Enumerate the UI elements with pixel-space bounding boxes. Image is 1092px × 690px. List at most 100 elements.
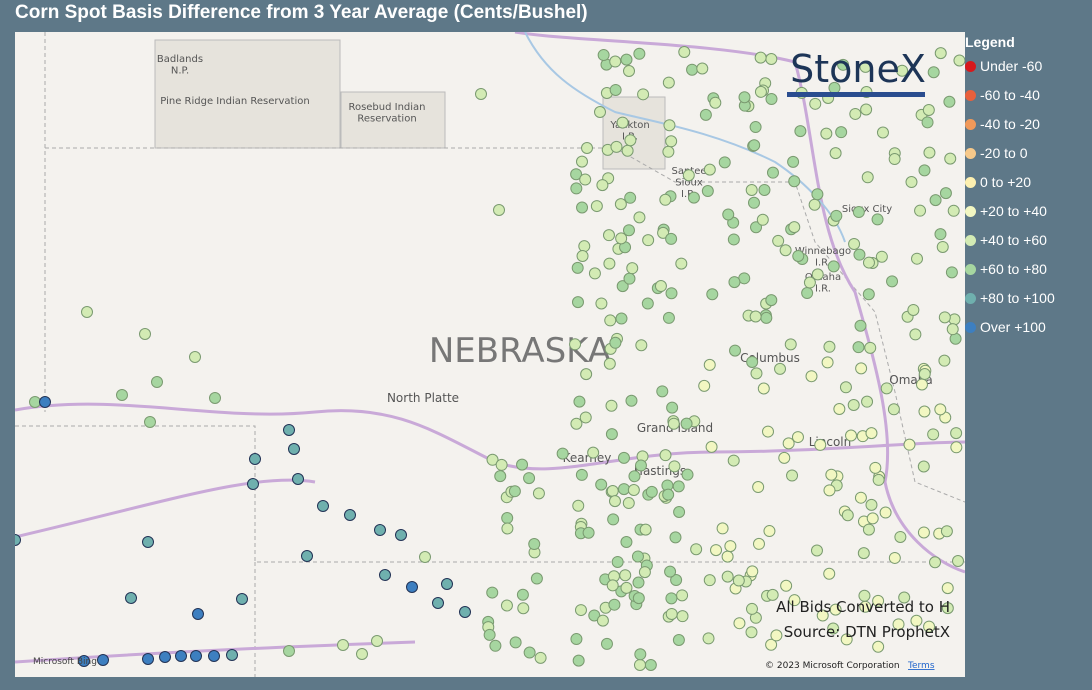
bid-dot[interactable] (645, 485, 658, 498)
bid-dot[interactable] (609, 336, 622, 349)
bid-dot[interactable] (747, 196, 760, 209)
bid-dot[interactable] (495, 458, 508, 471)
bid-dot[interactable] (698, 379, 711, 392)
bid-dot[interactable] (733, 617, 746, 630)
bid-dot[interactable] (706, 288, 719, 301)
bid-dot[interactable] (283, 424, 295, 436)
bid-dot[interactable] (794, 125, 807, 138)
bid-dot[interactable] (721, 550, 734, 563)
bid-dot[interactable] (633, 658, 646, 671)
bid-dot[interactable] (746, 565, 759, 578)
bid-dot[interactable] (283, 645, 295, 657)
bid-dot[interactable] (716, 522, 729, 535)
bid-dot[interactable] (784, 338, 797, 351)
bid-dot[interactable] (595, 297, 608, 310)
bid-dot[interactable] (620, 535, 633, 548)
bid-dot[interactable] (475, 88, 487, 100)
bid-dot[interactable] (633, 47, 646, 60)
legend-item[interactable]: +80 to +100 (965, 290, 1055, 306)
bid-dot[interactable] (596, 614, 609, 627)
bid-dot[interactable] (337, 639, 349, 651)
bid-dot[interactable] (672, 480, 685, 493)
bid-dot[interactable] (523, 646, 536, 659)
bid-dot[interactable] (748, 139, 761, 152)
bid-dot[interactable] (665, 287, 678, 300)
bid-dot[interactable] (788, 221, 801, 234)
bid-dot[interactable] (821, 356, 834, 369)
bid-dot[interactable] (865, 427, 878, 440)
bid-dot[interactable] (852, 206, 865, 219)
bid-dot[interactable] (808, 198, 821, 211)
bid-dot[interactable] (703, 574, 716, 587)
bid-dot[interactable] (923, 146, 936, 159)
bid-dot[interactable] (907, 303, 920, 316)
bid-dot[interactable] (573, 395, 586, 408)
bid-dot[interactable] (862, 288, 875, 301)
bid-dot[interactable] (609, 83, 622, 96)
bid-dot[interactable] (642, 234, 655, 247)
bid-dot[interactable] (615, 312, 628, 325)
bid-dot[interactable] (872, 594, 885, 607)
bid-dot[interactable] (825, 468, 838, 481)
bid-dot[interactable] (620, 53, 633, 66)
bid-dot[interactable] (356, 648, 368, 660)
bid-dot[interactable] (687, 191, 700, 204)
bid-dot[interactable] (752, 481, 765, 494)
bid-dot[interactable] (839, 381, 852, 394)
bid-dot[interactable] (862, 523, 875, 536)
legend-item[interactable]: 0 to +20 (965, 174, 1031, 190)
bid-dot[interactable] (686, 63, 699, 76)
bid-dot[interactable] (379, 569, 391, 581)
bid-dot[interactable] (638, 566, 651, 579)
bid-dot[interactable] (766, 588, 779, 601)
bid-dot[interactable] (788, 175, 801, 188)
bid-dot[interactable] (728, 276, 741, 289)
legend-item[interactable]: Under -60 (965, 58, 1042, 74)
bid-dot[interactable] (676, 610, 689, 623)
terms-link[interactable]: Terms (907, 661, 935, 671)
bid-dot[interactable] (556, 447, 569, 460)
bid-dot[interactable] (615, 232, 628, 245)
bid-dot[interactable] (921, 116, 934, 129)
bid-dot[interactable] (635, 339, 648, 352)
bid-dot[interactable] (662, 145, 675, 158)
bid-dot[interactable] (946, 323, 959, 336)
legend-item[interactable]: -60 to -40 (965, 87, 1040, 103)
bid-dot[interactable] (608, 598, 621, 611)
bid-dot[interactable] (914, 204, 927, 217)
bid-dot[interactable] (854, 491, 867, 504)
bid-dot[interactable] (190, 650, 202, 662)
bid-dot[interactable] (581, 142, 593, 154)
bid-dot[interactable] (848, 237, 861, 250)
bid-dot[interactable] (15, 534, 21, 546)
bid-dot[interactable] (763, 525, 776, 538)
bid-dot[interactable] (827, 622, 840, 635)
bid-dot[interactable] (947, 204, 960, 217)
bid-dot[interactable] (621, 144, 634, 157)
bid-dot[interactable] (811, 268, 824, 281)
bid-dot[interactable] (892, 618, 905, 631)
bid-dot[interactable] (852, 341, 865, 354)
bid-dot[interactable] (622, 224, 635, 237)
bid-dot[interactable] (670, 574, 683, 587)
bid-dot[interactable] (668, 460, 681, 473)
bid-dot[interactable] (845, 429, 858, 442)
bid-dot[interactable] (871, 213, 884, 226)
bid-dot[interactable] (631, 550, 644, 563)
bid-dot[interactable] (869, 461, 882, 474)
bid-dot[interactable] (579, 173, 592, 186)
bid-dot[interactable] (125, 592, 137, 604)
bid-dot[interactable] (876, 126, 889, 139)
bid-dot[interactable] (745, 626, 758, 639)
bid-dot[interactable] (766, 166, 779, 179)
bid-dot[interactable] (516, 458, 529, 471)
bid-dot[interactable] (757, 382, 770, 395)
bid-dot[interactable] (833, 402, 846, 415)
bid-dot[interactable] (810, 544, 823, 557)
bid-dot[interactable] (865, 498, 878, 511)
bid-dot[interactable] (727, 454, 740, 467)
bid-dot[interactable] (701, 185, 714, 198)
bid-dot[interactable] (659, 449, 672, 462)
bid-dot[interactable] (880, 382, 893, 395)
bid-dot[interactable] (761, 425, 774, 438)
